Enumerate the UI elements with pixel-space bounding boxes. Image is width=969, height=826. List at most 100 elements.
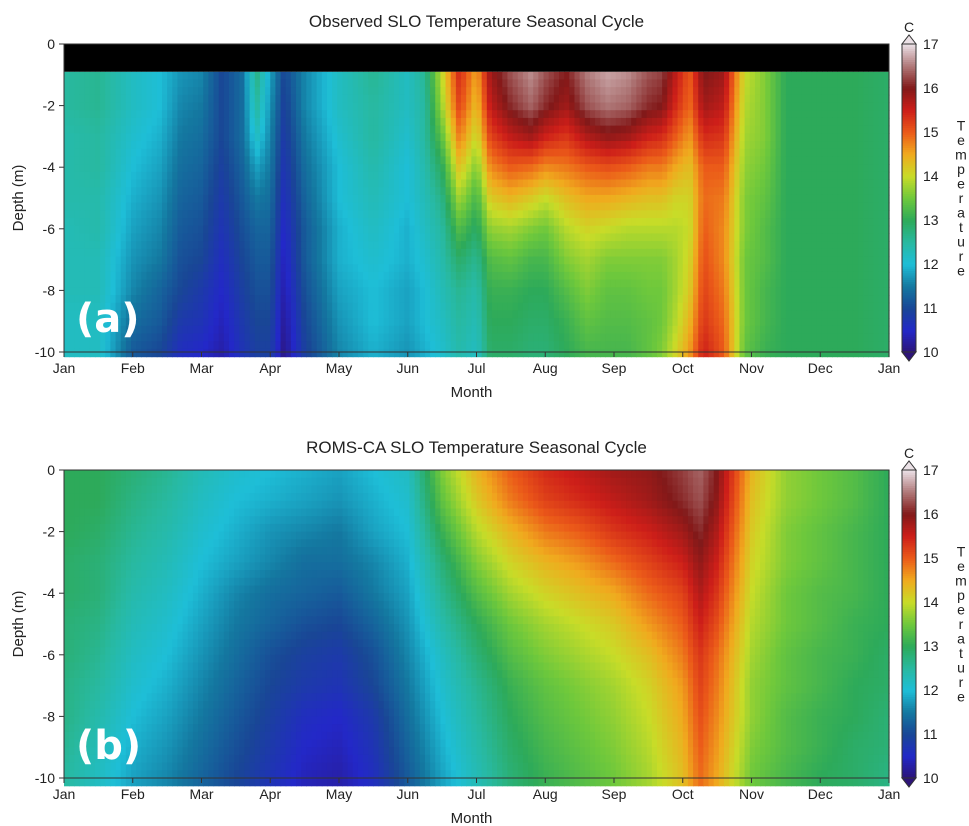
heat-cell: [156, 264, 163, 273]
heat-cell: [512, 171, 519, 181]
heat-cell: [770, 179, 777, 188]
heat-cell: [383, 179, 390, 188]
heat-cell: [600, 202, 607, 211]
heat-cell: [760, 187, 766, 196]
heat-cell: [517, 210, 524, 219]
heat-cell: [620, 125, 627, 134]
heat-cell: [522, 110, 529, 119]
heat-cell: [254, 202, 261, 211]
heat-cell: [430, 102, 436, 111]
heat-cell: [605, 302, 612, 312]
heat-cell: [476, 225, 483, 235]
heat-cell: [280, 218, 287, 227]
heat-cell: [476, 117, 483, 127]
heat-cell: [84, 171, 91, 181]
heat-cell: [368, 256, 374, 265]
heat-cell: [296, 148, 302, 158]
heat-cell: [631, 264, 637, 273]
heat-cell: [858, 302, 864, 312]
heat-cell: [445, 225, 452, 235]
heat-cell: [718, 125, 725, 134]
heat-cell: [522, 71, 529, 81]
heat-cell: [378, 125, 385, 134]
heat-cell: [182, 133, 189, 142]
heat-cell: [491, 87, 498, 96]
heat-cell: [424, 171, 431, 181]
heat-cell: [739, 141, 746, 150]
heat-cell: [394, 87, 400, 96]
heat-cell: [156, 71, 163, 81]
heat-cell: [491, 271, 498, 281]
heat-cell: [79, 279, 86, 288]
heat-cell: [780, 264, 787, 273]
heat-cell: [589, 141, 596, 150]
heat-cell: [301, 156, 307, 165]
heat-cell: [842, 79, 849, 88]
heat-cell: [806, 210, 813, 219]
heat-cell: [847, 94, 854, 104]
heat-cell: [244, 302, 251, 312]
heat-cell: [785, 233, 792, 242]
heat-cell: [481, 87, 488, 96]
heat-cell: [765, 117, 772, 127]
heat-cell: [332, 295, 338, 304]
heat-cell: [796, 194, 802, 204]
heat-cell: [84, 117, 91, 127]
heat-cell: [100, 287, 106, 296]
heat-cell: [636, 79, 643, 88]
heat-cell: [239, 71, 246, 81]
heat-cell: [615, 194, 622, 204]
heat-cell: [698, 179, 704, 188]
heat-cell: [858, 241, 864, 250]
heat-cell: [641, 225, 648, 235]
heat-cell: [378, 94, 385, 104]
heat-cell: [821, 79, 828, 88]
heat-cell: [270, 125, 277, 134]
heat-cell: [306, 110, 313, 119]
heat-cell: [187, 133, 194, 142]
heat-cell: [672, 210, 679, 219]
heat-cell: [682, 94, 689, 104]
heat-cell: [306, 295, 313, 304]
heat-cell: [363, 194, 369, 204]
heat-cell: [192, 79, 199, 88]
heat-cell: [569, 248, 576, 258]
heat-cell: [816, 287, 823, 296]
heat-cell: [280, 271, 287, 281]
heat-cell: [285, 148, 292, 158]
heat-cell: [847, 295, 854, 304]
heat-cell: [497, 202, 503, 211]
heat-cell: [161, 141, 168, 150]
heat-cell: [368, 133, 374, 142]
heat-cell: [352, 110, 359, 119]
heat-cell: [234, 210, 240, 219]
heat-cell: [584, 295, 591, 304]
heat-cell: [378, 225, 385, 235]
heat-cell: [84, 179, 91, 188]
heat-cell: [125, 271, 132, 281]
heat-cell: [610, 171, 617, 181]
heat-cell: [378, 110, 385, 119]
heat-cell: [744, 164, 751, 173]
heat-cell: [693, 202, 699, 211]
heat-cell: [363, 225, 369, 235]
heat-cell: [285, 179, 292, 188]
heat-cell: [409, 125, 416, 134]
heat-cell: [414, 171, 421, 181]
heat-cell: [837, 94, 844, 104]
heat-cell: [811, 225, 818, 235]
heat-cell: [419, 94, 426, 104]
heat-cell: [352, 94, 359, 104]
heat-cell: [259, 156, 266, 165]
heat-cell: [512, 271, 519, 281]
heat-cell: [89, 141, 96, 150]
heat-cell: [409, 202, 416, 211]
heat-cell: [600, 94, 607, 104]
heat-cell: [760, 279, 766, 288]
heat-cell: [708, 279, 715, 288]
heat-cell: [89, 156, 96, 165]
heat-cell: [703, 287, 710, 296]
heat-cell: [672, 302, 679, 312]
heat-cell: [821, 241, 828, 250]
heat-cell: [744, 279, 751, 288]
